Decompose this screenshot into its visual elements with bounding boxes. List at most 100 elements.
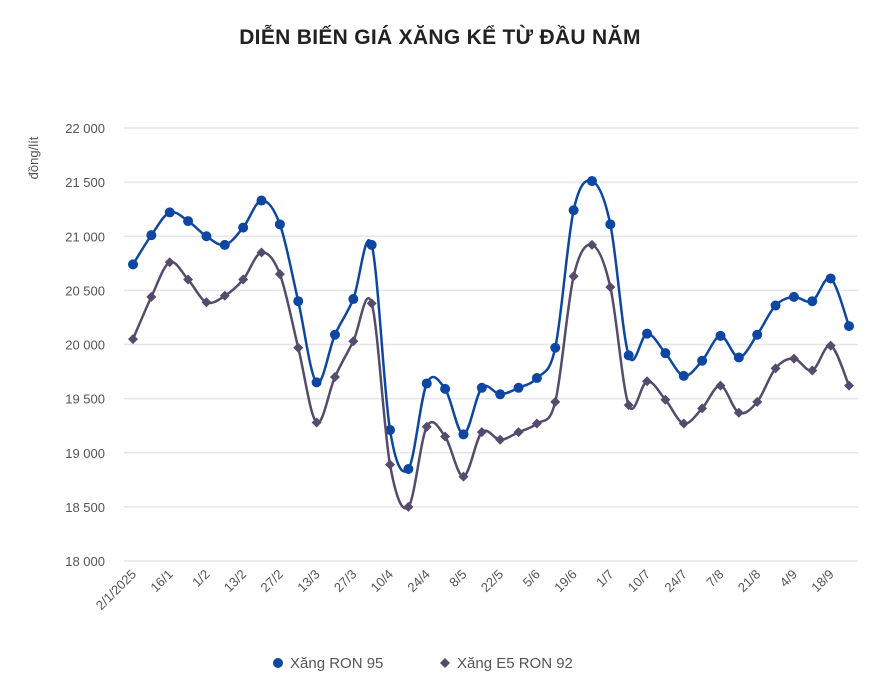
data-point [623, 400, 634, 411]
x-tick-label: 7/8 [703, 567, 726, 590]
data-point [311, 377, 322, 388]
data-point [385, 459, 396, 470]
x-tick-label: 27/3 [331, 567, 360, 596]
data-point [752, 329, 763, 340]
data-point [403, 501, 414, 512]
data-point [586, 239, 597, 250]
data-point [256, 195, 267, 206]
data-point [366, 298, 377, 309]
data-point [219, 290, 230, 301]
data-point [458, 429, 469, 440]
data-point [825, 273, 836, 284]
legend-label: Xăng RON 95 [290, 655, 383, 672]
data-point [807, 365, 818, 376]
data-point [421, 378, 432, 389]
data-point [770, 300, 781, 311]
data-point [715, 380, 726, 391]
data-point [274, 269, 285, 280]
data-point [421, 421, 432, 432]
data-point [366, 239, 377, 250]
x-tick-label: 16/1 [147, 567, 176, 596]
data-point [513, 427, 524, 438]
data-point [825, 340, 836, 351]
data-point [642, 328, 653, 339]
data-point [164, 207, 175, 218]
y-tick-label: 18 000 [65, 554, 105, 569]
data-point [348, 294, 359, 305]
legend-label: Xăng E5 RON 92 [457, 655, 573, 672]
x-tick-label: 24/7 [661, 567, 690, 596]
data-point [403, 463, 414, 474]
data-point [293, 342, 304, 353]
data-point [844, 380, 854, 391]
data-point [586, 176, 597, 187]
x-tick-label: 5/6 [520, 567, 543, 590]
data-point [678, 418, 689, 429]
data-point [550, 396, 561, 407]
data-point [642, 376, 653, 387]
x-tick-label: 4/9 [777, 567, 800, 590]
data-point [660, 394, 671, 405]
data-point [329, 371, 340, 382]
data-point [458, 471, 469, 482]
x-tick-label: 2/1/2025 [93, 567, 139, 613]
y-tick-label: 19 500 [65, 392, 105, 407]
data-point [146, 230, 157, 241]
data-point [201, 297, 212, 308]
x-tick-label: 24/4 [404, 567, 433, 596]
y-tick-label: 21 000 [65, 229, 105, 244]
x-tick-label: 22/5 [478, 567, 507, 596]
data-point [844, 321, 854, 332]
data-point [219, 239, 230, 250]
data-point [183, 274, 194, 285]
y-tick-label: 18 500 [65, 500, 105, 515]
data-point [513, 382, 524, 393]
data-point [660, 348, 671, 359]
x-tick-label: 1/7 [593, 567, 616, 590]
data-point [770, 363, 781, 374]
data-point [715, 330, 726, 341]
data-point [311, 417, 322, 428]
data-point [605, 282, 616, 293]
data-point [807, 296, 818, 307]
chart-title: DIỄN BIẾN GIÁ XĂNG KỂ TỪ ĐẦU NĂM [239, 26, 641, 49]
data-point [440, 383, 451, 394]
x-tick-label: 10/4 [368, 567, 397, 596]
data-point [788, 291, 799, 302]
y-tick-label: 21 500 [65, 175, 105, 190]
x-tick-label: 13/3 [294, 567, 323, 596]
data-point [256, 247, 267, 258]
data-point [605, 219, 616, 230]
data-point [568, 271, 579, 282]
data-point [329, 329, 340, 340]
data-point [128, 259, 138, 270]
data-point [495, 389, 506, 400]
y-tick-label: 20 000 [65, 338, 105, 353]
data-point [128, 334, 138, 345]
data-point [733, 352, 744, 363]
data-point [495, 434, 506, 445]
x-tick-label: 8/5 [446, 567, 469, 590]
legend-marker [440, 658, 450, 668]
data-point [238, 274, 249, 285]
y-tick-label: 19 000 [65, 446, 105, 461]
data-point [440, 431, 451, 442]
data-point [238, 222, 249, 233]
y-tick-label: 20 500 [65, 283, 105, 298]
data-point [164, 257, 175, 268]
data-point [293, 296, 304, 307]
data-point [623, 350, 634, 361]
data-point [201, 231, 212, 242]
data-point [752, 396, 763, 407]
data-point [678, 370, 689, 381]
data-point [531, 418, 542, 429]
data-point [788, 353, 799, 364]
data-point [550, 342, 561, 353]
x-tick-label: 19/6 [551, 567, 580, 596]
legend-marker [273, 658, 283, 668]
data-point [697, 355, 708, 366]
x-tick-label: 18/9 [808, 567, 837, 596]
data-point [183, 216, 194, 227]
